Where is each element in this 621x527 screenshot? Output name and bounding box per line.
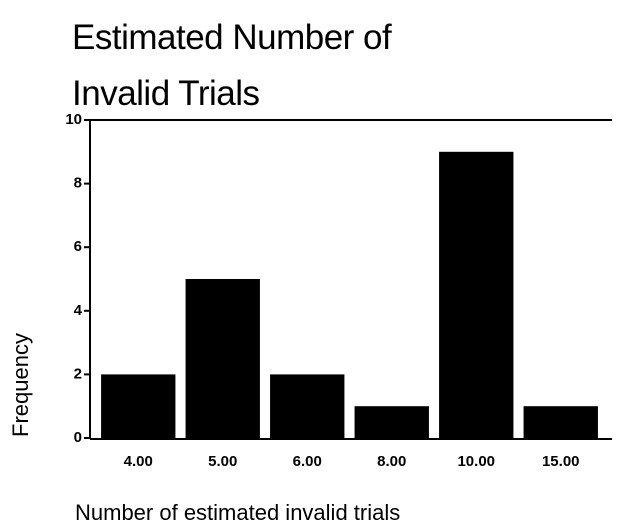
bar [270,374,345,438]
y-axis-title: Frequency [8,333,33,437]
bar [101,374,176,438]
x-tick-label: 10.00 [457,453,495,470]
bar [185,279,260,438]
chart-title: Estimated Number of Invalid Trials [72,18,392,113]
bar [354,406,429,438]
y-tick-label: 6 [74,238,82,255]
y-tick-label: 0 [74,429,82,446]
bar [439,151,514,439]
bar [523,406,598,438]
x-axis-title: Number of estimated invalid trials [75,500,400,525]
x-tick-label: 4.00 [124,453,153,470]
y-tick-label: 4 [74,302,83,319]
y-tick-label: 2 [74,365,82,382]
x-tick-label: 5.00 [208,453,237,470]
x-tick-label: 15.00 [542,453,580,470]
y-tick-label: 8 [74,175,82,192]
x-tick-label: 8.00 [377,453,406,470]
x-tick-label: 6.00 [293,453,322,470]
y-tick-label: 10 [65,111,82,128]
